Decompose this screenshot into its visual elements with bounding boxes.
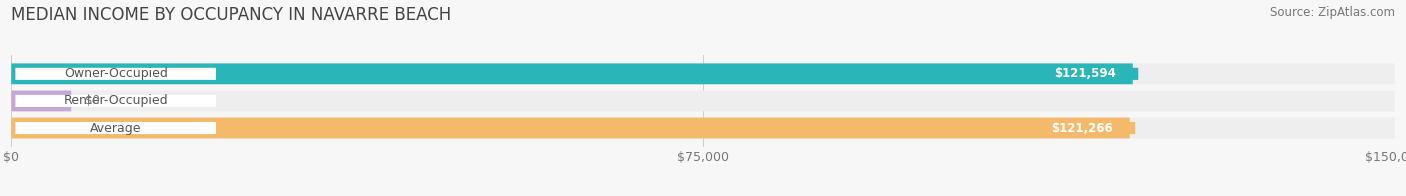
FancyBboxPatch shape xyxy=(11,64,1133,84)
FancyBboxPatch shape xyxy=(11,91,1395,111)
Text: Average: Average xyxy=(90,122,142,134)
Text: Renter-Occupied: Renter-Occupied xyxy=(63,94,167,107)
Text: Source: ZipAtlas.com: Source: ZipAtlas.com xyxy=(1270,6,1395,19)
FancyBboxPatch shape xyxy=(15,95,217,107)
FancyBboxPatch shape xyxy=(15,68,217,80)
Text: Owner-Occupied: Owner-Occupied xyxy=(63,67,167,80)
FancyBboxPatch shape xyxy=(11,118,1130,138)
Text: $121,594: $121,594 xyxy=(1054,67,1116,80)
Text: MEDIAN INCOME BY OCCUPANCY IN NAVARRE BEACH: MEDIAN INCOME BY OCCUPANCY IN NAVARRE BE… xyxy=(11,6,451,24)
FancyBboxPatch shape xyxy=(1035,122,1135,134)
FancyBboxPatch shape xyxy=(11,64,1395,84)
FancyBboxPatch shape xyxy=(11,118,1395,138)
Text: $0: $0 xyxy=(84,94,100,107)
FancyBboxPatch shape xyxy=(1038,68,1139,80)
FancyBboxPatch shape xyxy=(15,122,217,134)
Text: $121,266: $121,266 xyxy=(1052,122,1114,134)
FancyBboxPatch shape xyxy=(11,91,72,111)
